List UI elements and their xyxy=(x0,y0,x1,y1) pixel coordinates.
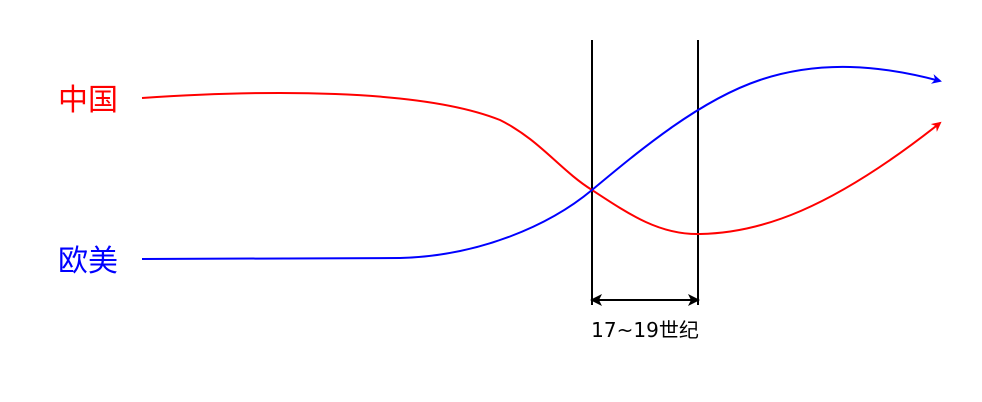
china-label: 中国 xyxy=(58,83,118,118)
china-trend-curve xyxy=(141,92,942,236)
west-trend-curve xyxy=(141,65,942,260)
period-label: 17~19世纪 xyxy=(591,318,699,342)
west-label: 欧美 xyxy=(58,244,118,279)
